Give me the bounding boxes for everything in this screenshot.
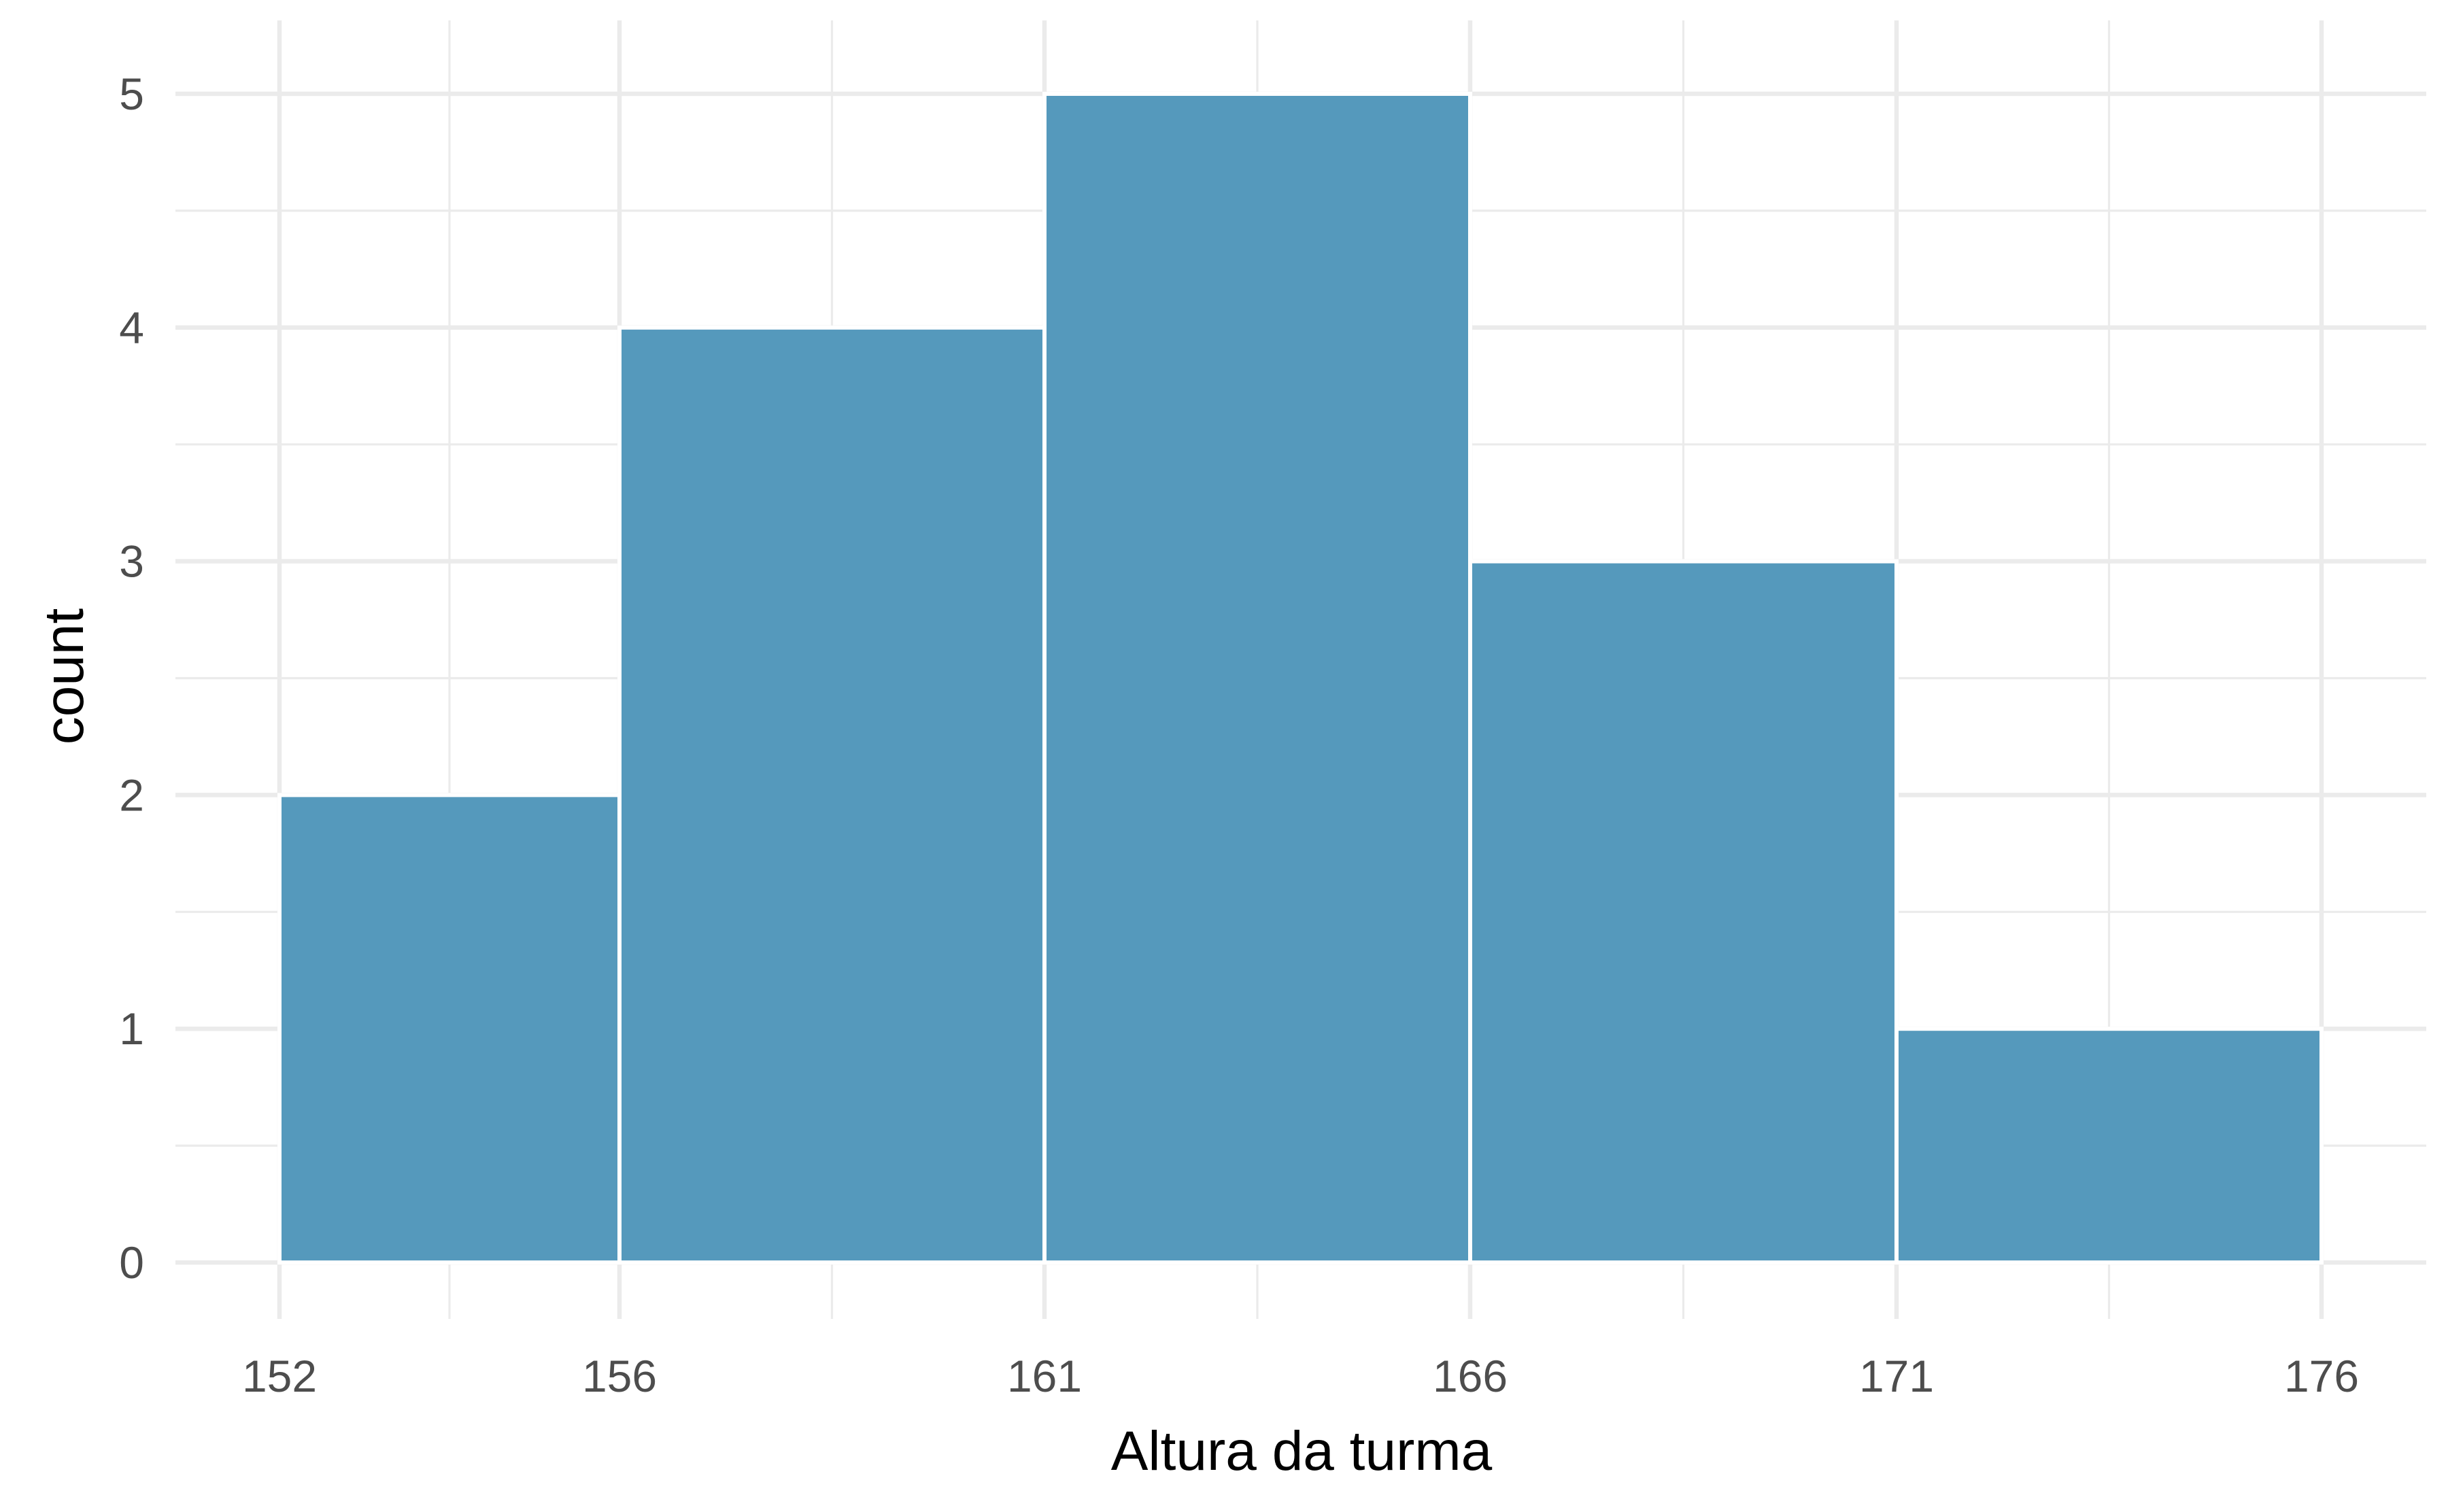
y-tick-label: 3	[119, 536, 144, 587]
x-tick-label: 156	[582, 1351, 657, 1401]
y-tick-label: 2	[119, 770, 144, 820]
y-tick-label: 4	[119, 303, 144, 353]
bars	[277, 92, 2324, 1265]
histogram-bar-0	[277, 793, 622, 1265]
y-axis-title: count	[33, 608, 95, 744]
y-axis-ticks: 0 1 2 3 4 5	[119, 69, 144, 1288]
histogram-bar-3	[1468, 559, 1899, 1265]
x-tick-label: 152	[242, 1351, 317, 1401]
x-tick-label: 161	[1007, 1351, 1082, 1401]
x-axis-title: Altura da turma	[1111, 1420, 1493, 1482]
histogram-bar-1	[617, 325, 1047, 1265]
y-tick-label: 1	[119, 1003, 144, 1054]
y-tick-label: 0	[119, 1237, 144, 1288]
histogram-bar-4	[1894, 1027, 2324, 1265]
x-tick-label: 171	[1859, 1351, 1934, 1401]
x-axis-ticks: 152 156 161 166 171 176	[242, 1351, 2359, 1401]
x-tick-label: 166	[1433, 1351, 1508, 1401]
x-tick-label: 176	[2284, 1351, 2359, 1401]
y-tick-label: 5	[119, 69, 144, 119]
histogram-bar-2	[1042, 92, 1472, 1265]
